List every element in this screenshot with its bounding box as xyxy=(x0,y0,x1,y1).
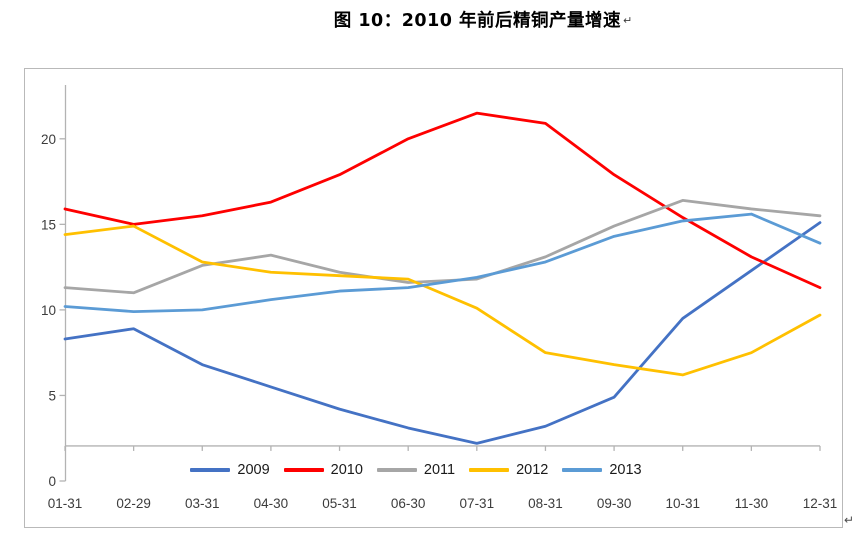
legend-label: 2012 xyxy=(516,461,549,478)
y-tick-label: 10 xyxy=(41,303,56,318)
legend-swatch-2010 xyxy=(283,468,324,472)
trailing-paragraph-mark-icon: ↵ xyxy=(844,513,855,527)
chart-title: 图 10：2010 年前后精铜产量增速 ↵ xyxy=(53,7,860,32)
series-line-2009 xyxy=(63,221,822,445)
y-tick-label: 20 xyxy=(41,132,56,147)
legend-item-2009: 2009 xyxy=(190,461,270,478)
chart-frame[interactable] xyxy=(24,68,843,528)
legend-label: 2011 xyxy=(423,461,456,478)
legend-item-2010: 2010 xyxy=(283,461,363,478)
x-tick-label: 09-30 xyxy=(597,496,632,511)
legend-swatch-2012 xyxy=(469,468,510,472)
series-line-2012 xyxy=(63,224,822,377)
legend-swatch-2009 xyxy=(190,468,231,472)
x-tick-label: 04-30 xyxy=(254,496,289,511)
x-tick-label: 06-30 xyxy=(391,496,426,511)
legend-item-2013: 2013 xyxy=(562,461,642,478)
series-line-2011 xyxy=(63,198,822,295)
x-tick-label: 03-31 xyxy=(185,496,220,511)
legend-swatch-2013 xyxy=(562,468,603,472)
legend-label: 2009 xyxy=(237,461,270,478)
x-tick-label: 07-31 xyxy=(460,496,495,511)
x-tick-label: 12-31 xyxy=(803,496,838,511)
x-tick-label: 01-31 xyxy=(48,496,83,511)
paragraph-mark-icon: ↵ xyxy=(623,14,633,27)
legend-label: 2013 xyxy=(609,461,642,478)
chart-legend: 2009 2010 2011 2012 2013 xyxy=(0,461,846,479)
x-tick-label: 08-31 xyxy=(528,496,563,511)
y-tick-label: 5 xyxy=(48,388,56,403)
legend-item-2012: 2012 xyxy=(469,463,548,478)
x-tick-label: 10-31 xyxy=(665,496,700,511)
y-tick-label: 0 xyxy=(48,474,56,489)
x-tick-label: 05-31 xyxy=(322,496,357,511)
series-line-2013 xyxy=(63,212,822,314)
x-tick-label: 02-29 xyxy=(116,496,151,511)
y-tick-label: 15 xyxy=(41,217,56,232)
series-line-2010 xyxy=(63,111,822,290)
x-tick-label: 11-30 xyxy=(735,496,769,511)
legend-item-2011: 2011 xyxy=(376,461,456,478)
legend-label: 2010 xyxy=(330,461,363,478)
legend-swatch-2011 xyxy=(376,468,417,472)
chart-title-text: 图 10：2010 年前后精铜产量增速 xyxy=(333,11,622,31)
